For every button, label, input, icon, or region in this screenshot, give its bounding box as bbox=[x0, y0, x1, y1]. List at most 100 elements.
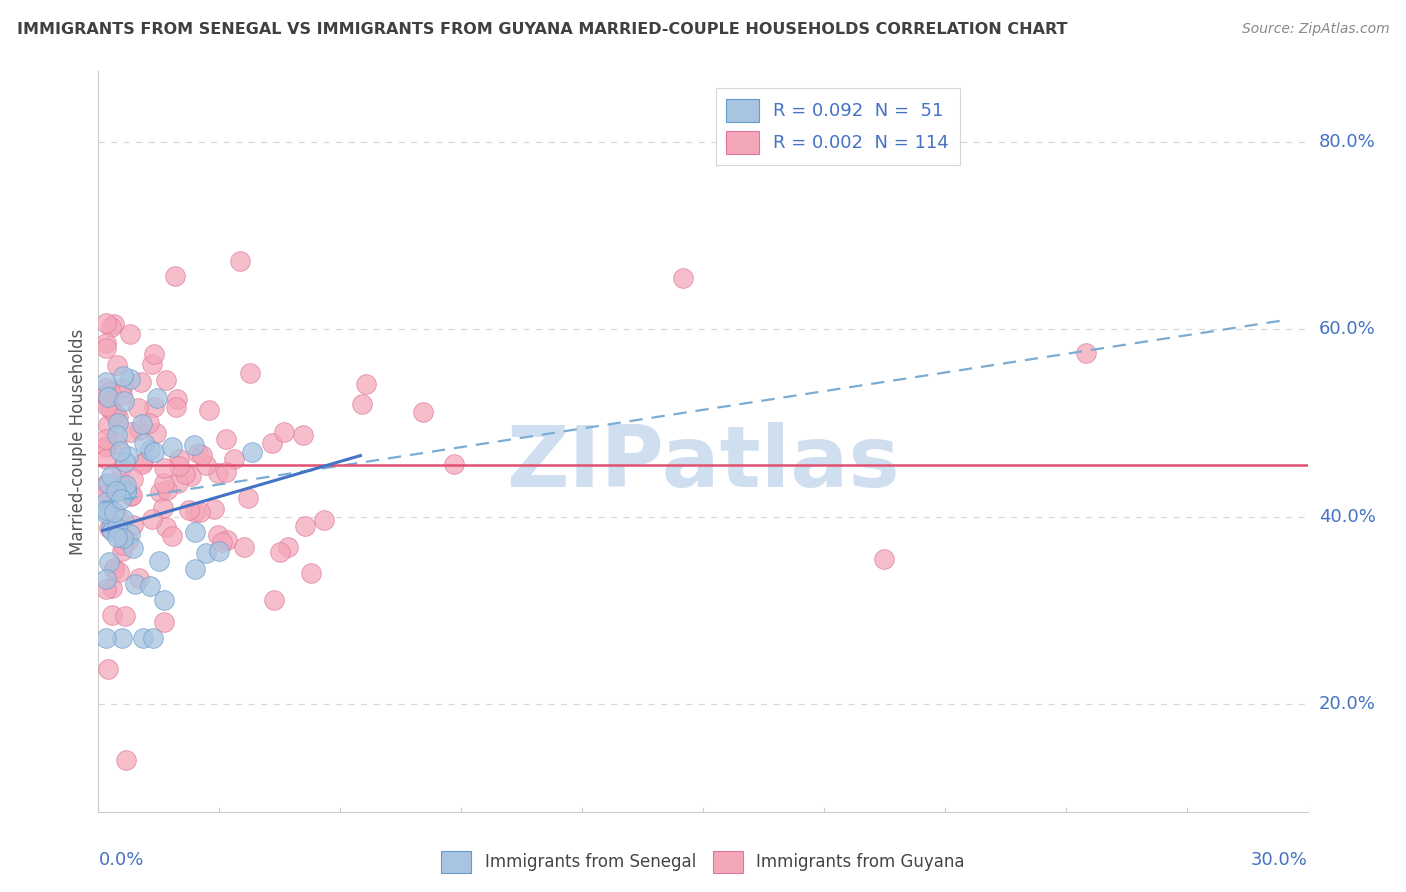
Point bbox=[148, 553, 170, 567]
Point bbox=[215, 465, 238, 479]
Point bbox=[165, 400, 187, 414]
Point bbox=[186, 445, 208, 459]
Point bbox=[96, 477, 118, 491]
Point bbox=[141, 357, 163, 371]
Text: 40.0%: 40.0% bbox=[1319, 508, 1375, 525]
Point bbox=[236, 491, 259, 506]
Point bbox=[107, 410, 129, 425]
Point bbox=[169, 458, 191, 473]
Point bbox=[115, 483, 138, 498]
Text: 20.0%: 20.0% bbox=[1319, 695, 1375, 713]
Point bbox=[96, 495, 118, 509]
Point bbox=[195, 546, 218, 560]
Point bbox=[111, 538, 134, 552]
Point bbox=[122, 518, 145, 533]
Point bbox=[101, 581, 124, 595]
Point bbox=[97, 476, 120, 491]
Point bbox=[98, 385, 121, 400]
Point bbox=[263, 593, 285, 607]
Point bbox=[166, 475, 188, 490]
Point bbox=[184, 562, 207, 576]
Point bbox=[111, 531, 134, 545]
Point bbox=[215, 432, 238, 446]
Point bbox=[155, 373, 177, 387]
Text: ZIPatlas: ZIPatlas bbox=[506, 422, 900, 505]
Point bbox=[166, 392, 188, 407]
Point bbox=[115, 753, 138, 767]
Point bbox=[96, 375, 118, 389]
Point bbox=[149, 484, 172, 499]
Point bbox=[228, 254, 250, 268]
Point bbox=[217, 533, 239, 547]
Point bbox=[103, 317, 125, 331]
Point bbox=[350, 397, 373, 411]
Point bbox=[117, 533, 139, 548]
Point bbox=[180, 469, 202, 483]
Point bbox=[96, 388, 118, 402]
Point bbox=[103, 506, 125, 520]
Point bbox=[132, 455, 155, 469]
Point bbox=[96, 582, 118, 596]
Point bbox=[114, 455, 136, 469]
Point bbox=[97, 521, 120, 535]
Point bbox=[105, 530, 128, 544]
Point bbox=[114, 477, 136, 491]
Point bbox=[111, 388, 134, 402]
Point bbox=[105, 521, 128, 535]
Point bbox=[96, 432, 118, 446]
Y-axis label: Married-couple Households: Married-couple Households bbox=[69, 328, 87, 555]
Point bbox=[103, 563, 125, 577]
Legend: Immigrants from Senegal, Immigrants from Guyana: Immigrants from Senegal, Immigrants from… bbox=[434, 845, 972, 880]
Point bbox=[142, 632, 165, 646]
Text: 60.0%: 60.0% bbox=[1319, 320, 1375, 338]
Point bbox=[105, 437, 128, 451]
Point bbox=[177, 502, 200, 516]
Point bbox=[120, 489, 142, 503]
Point bbox=[96, 316, 118, 330]
Point bbox=[163, 269, 186, 284]
Point bbox=[96, 336, 118, 351]
Point bbox=[104, 407, 127, 421]
Point bbox=[121, 541, 143, 555]
Point bbox=[174, 467, 197, 482]
Point bbox=[107, 416, 129, 430]
Point bbox=[191, 448, 214, 462]
Point bbox=[121, 488, 143, 502]
Point bbox=[141, 511, 163, 525]
Point bbox=[112, 394, 135, 409]
Point bbox=[97, 390, 120, 404]
Point bbox=[111, 632, 134, 646]
Point bbox=[299, 566, 322, 581]
Point bbox=[97, 662, 120, 676]
Point bbox=[100, 403, 122, 417]
Point bbox=[96, 341, 118, 355]
Point bbox=[131, 417, 153, 431]
Point bbox=[169, 451, 191, 466]
Point bbox=[277, 540, 299, 554]
Point bbox=[146, 392, 169, 406]
Point bbox=[96, 394, 118, 409]
Point bbox=[118, 372, 141, 386]
Point bbox=[111, 543, 134, 558]
Point bbox=[101, 608, 124, 623]
Legend: R = 0.092  N =  51, R = 0.002  N = 114: R = 0.092 N = 51, R = 0.002 N = 114 bbox=[716, 87, 960, 165]
Point bbox=[208, 544, 231, 558]
Point bbox=[96, 440, 118, 454]
Point bbox=[240, 445, 263, 459]
Point bbox=[873, 551, 896, 566]
Point bbox=[672, 270, 695, 285]
Point bbox=[412, 405, 434, 419]
Point bbox=[239, 367, 262, 381]
Point bbox=[143, 445, 166, 459]
Point bbox=[111, 476, 134, 491]
Point bbox=[114, 609, 136, 624]
Point bbox=[270, 545, 292, 559]
Point bbox=[128, 571, 150, 585]
Point bbox=[101, 524, 124, 538]
Point bbox=[292, 428, 315, 442]
Point bbox=[100, 320, 122, 334]
Text: 0.0%: 0.0% bbox=[98, 851, 143, 869]
Point bbox=[117, 450, 139, 464]
Point bbox=[211, 535, 233, 549]
Point bbox=[356, 377, 378, 392]
